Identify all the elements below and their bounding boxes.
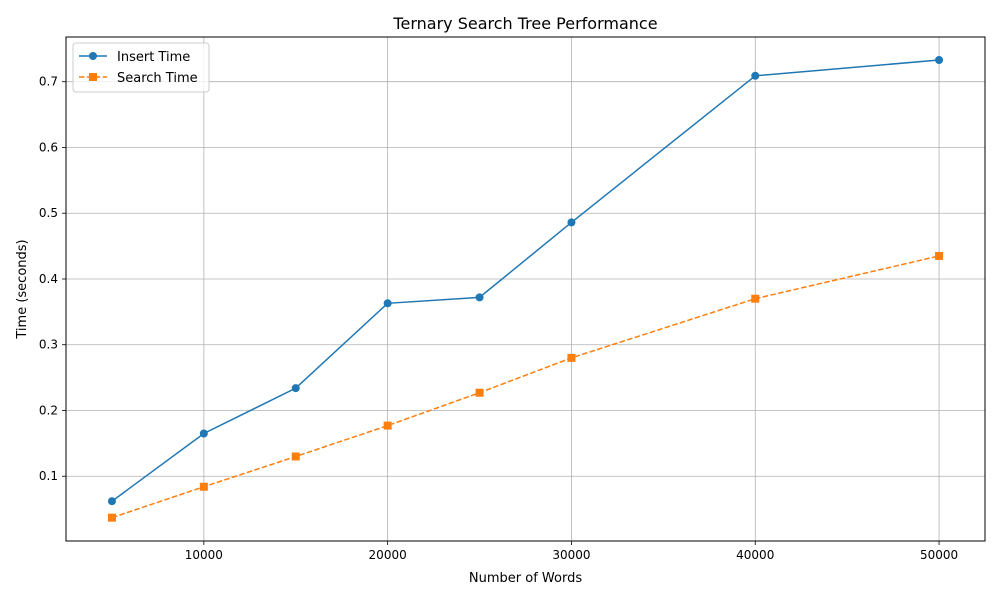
y-axis-label: Time (seconds) [15, 239, 30, 339]
data-point [199, 429, 208, 438]
data-point [751, 71, 760, 80]
legend-marker [89, 73, 97, 81]
x-tick-label: 30000 [552, 548, 590, 562]
grid [66, 37, 985, 541]
data-point [567, 353, 576, 362]
legend-marker [89, 52, 97, 60]
chart-title: Ternary Search Tree Performance [392, 14, 657, 33]
plot-frame [65, 36, 986, 542]
series-1 [107, 251, 944, 522]
data-point [567, 218, 576, 227]
legend: Insert Time Search Time [72, 42, 210, 93]
series-0 [107, 56, 944, 506]
data-point [199, 482, 208, 491]
data-point [383, 421, 392, 430]
x-tick-label: 20000 [369, 548, 407, 562]
data-point [935, 56, 944, 65]
y-tick-label: 0.7 [39, 75, 58, 89]
x-tick-label: 10000 [185, 548, 223, 562]
series-line [111, 255, 940, 519]
y-tick-label: 0.3 [39, 338, 58, 352]
data-point [383, 299, 392, 308]
data-point [107, 497, 116, 506]
series-line [111, 59, 940, 502]
x-tick-label: 50000 [920, 548, 958, 562]
x-axis-label: Number of Words [469, 571, 582, 586]
data-point [475, 293, 484, 302]
data-point [475, 388, 484, 397]
y-tick-label: 0.2 [39, 403, 58, 417]
series-layer [107, 56, 944, 522]
data-point [107, 513, 116, 522]
data-point [291, 452, 300, 461]
ticks: 10000 20000 30000 40000 50000 0.1 0.2 0.3 0.4 0.5… [39, 75, 958, 562]
legend-label: Insert Time [117, 50, 190, 65]
data-point [291, 384, 300, 393]
data-point [751, 294, 760, 303]
x-tick-label: 40000 [736, 548, 774, 562]
legend-label: Search Time [117, 71, 198, 86]
y-tick-label: 0.5 [39, 206, 58, 220]
y-tick-label: 0.4 [39, 272, 58, 286]
y-tick-label: 0.1 [39, 469, 58, 483]
data-point [935, 251, 944, 260]
y-tick-label: 0.6 [39, 140, 58, 154]
